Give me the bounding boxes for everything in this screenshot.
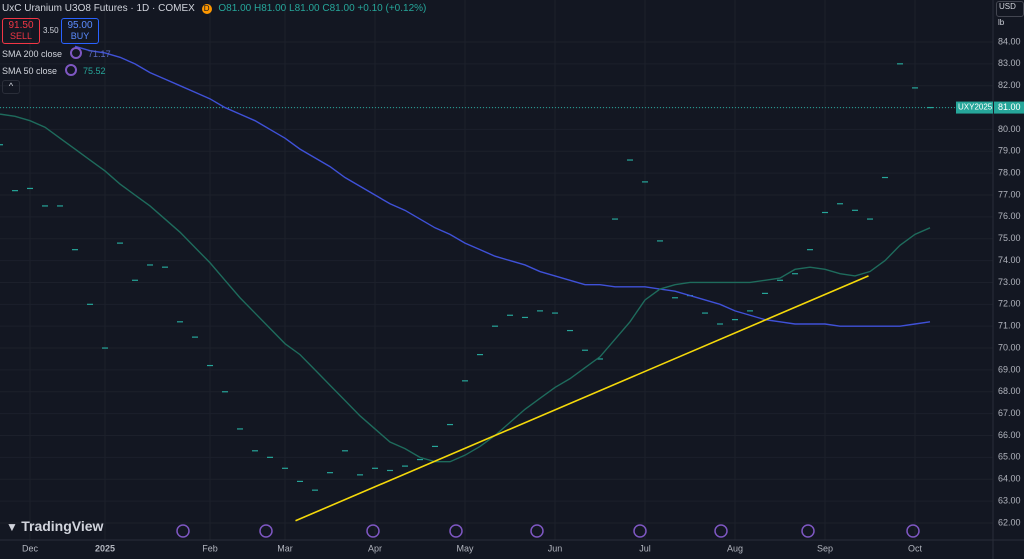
spread: 3.50: [43, 26, 59, 35]
y-tick-label: 66.00: [998, 430, 1021, 440]
legend-sma200[interactable]: SMA 200 close 71.17: [2, 47, 111, 59]
y-tick-label: 84.00: [998, 36, 1021, 46]
price-tag-symbol: UXY2025: [958, 103, 993, 112]
y-tick-label: 82.00: [998, 80, 1021, 90]
y-tick-label: 73.00: [998, 277, 1021, 287]
event-icon: [366, 524, 380, 538]
price-tag-value: 81.00: [998, 102, 1021, 112]
event-icon: [714, 524, 728, 538]
sell-price: 91.50: [8, 20, 34, 31]
collapse-button[interactable]: ^: [2, 80, 20, 94]
y-tick-label: 64.00: [998, 474, 1021, 484]
y-tick-label: 77.00: [998, 189, 1021, 199]
y-tick-label: 83.00: [998, 58, 1021, 68]
y-tick-label: 79.00: [998, 146, 1021, 156]
ohlc-high: H81.00: [253, 3, 287, 14]
x-tick-label: 2025: [95, 543, 115, 553]
x-tick-label: Aug: [727, 543, 743, 553]
brand-logo[interactable]: ▼ TradingView: [6, 518, 104, 534]
trendline: [295, 275, 869, 522]
buy-price: 95.00: [67, 20, 93, 31]
x-tick-label: May: [456, 543, 474, 553]
unit-select[interactable]: lb: [998, 18, 1005, 27]
event-icon: [801, 524, 815, 538]
sma-line: [74, 45, 931, 327]
y-tick-label: 65.00: [998, 452, 1021, 462]
buy-label: BUY: [70, 31, 90, 41]
y-tick-label: 62.00: [998, 517, 1021, 527]
symbol-header: UxC Uranium U3O8 Futures · 1D · COMEX D …: [2, 3, 426, 14]
y-tick-label: 76.00: [998, 211, 1021, 221]
x-tick-label: Sep: [817, 543, 833, 553]
y-tick-label: 71.00: [998, 321, 1021, 331]
y-tick-label: 78.00: [998, 168, 1021, 178]
event-icon: [633, 524, 647, 538]
event-icon: [259, 524, 273, 538]
ohlc-open: O81.00: [218, 3, 252, 14]
y-tick-label: 69.00: [998, 364, 1021, 374]
y-tick-label: 74.00: [998, 255, 1021, 265]
ohlc-change: +0.10 (+0.12%): [357, 3, 427, 14]
brand-name: TradingView: [21, 518, 104, 534]
sell-label: SELL: [9, 31, 33, 41]
ohlc-close: C81.00: [322, 3, 355, 14]
y-tick-label: 75.00: [998, 233, 1021, 243]
sma-line: [0, 113, 931, 463]
event-icon: [449, 524, 463, 538]
y-tick-label: 72.00: [998, 299, 1021, 309]
y-tick-label: 67.00: [998, 408, 1021, 418]
y-tick-label: 70.00: [998, 342, 1021, 352]
event-icon: [906, 524, 920, 538]
event-icon: [530, 524, 544, 538]
price-tag-bg: [994, 101, 1024, 114]
x-tick-label: Oct: [908, 543, 923, 553]
legend-value: 75.52: [83, 66, 106, 76]
x-tick-label: Feb: [202, 543, 218, 553]
y-tick-label: 68.00: [998, 386, 1021, 396]
x-tick-label: Mar: [277, 543, 293, 553]
x-tick-label: Jun: [548, 543, 563, 553]
price-axis-bg: [993, 0, 1024, 559]
legend-label: SMA 50 close: [2, 66, 58, 76]
x-tick-label: Dec: [22, 543, 39, 553]
price-tag-bg: [956, 101, 993, 114]
buy-button[interactable]: 95.00 BUY: [61, 18, 99, 44]
sell-button[interactable]: 91.50 SELL: [2, 18, 40, 44]
x-tick-label: Jul: [639, 543, 651, 553]
ohlc-low: L81.00: [289, 3, 320, 14]
delay-badge: D: [201, 4, 212, 14]
currency-select[interactable]: USD: [996, 1, 1024, 17]
symbol-title[interactable]: UxC Uranium U3O8 Futures · 1D · COMEX: [2, 3, 195, 14]
y-tick-label: 63.00: [998, 495, 1021, 505]
legend-sma50[interactable]: SMA 50 close 75.52: [2, 64, 106, 76]
event-icon: [176, 524, 190, 538]
legend-label: SMA 200 close: [2, 49, 63, 59]
y-tick-label: 80.00: [998, 124, 1021, 134]
x-tick-label: Apr: [368, 543, 382, 553]
legend-value: 71.17: [88, 49, 111, 59]
